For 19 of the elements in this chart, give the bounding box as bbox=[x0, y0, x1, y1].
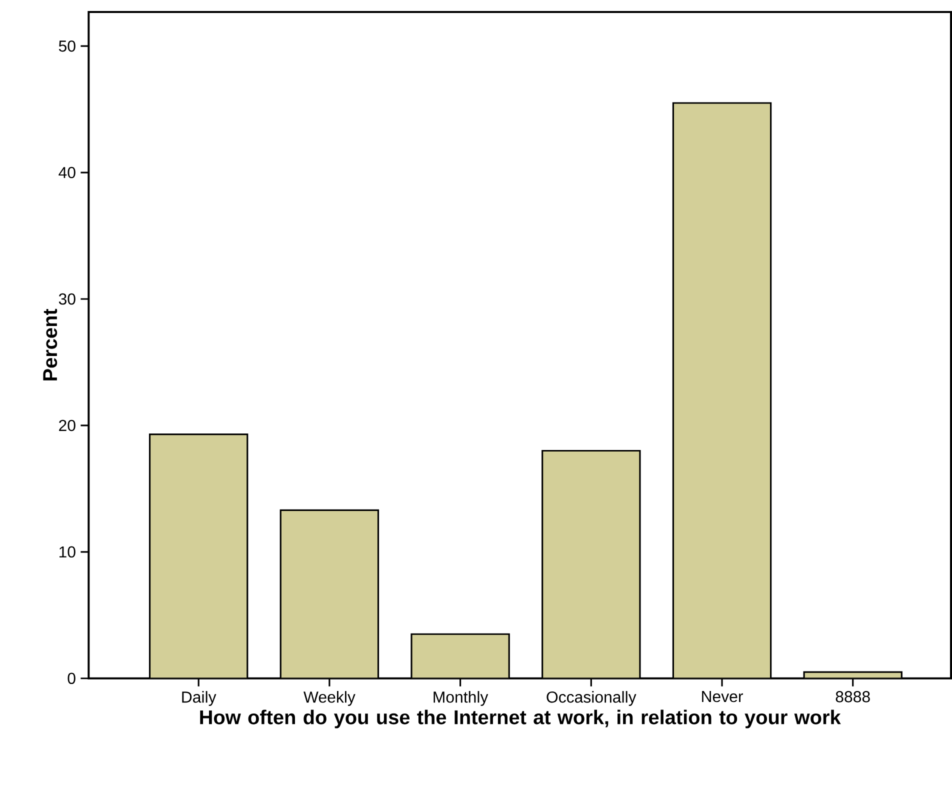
y-tick-label: 30 bbox=[58, 293, 76, 305]
y-tick-label: 10 bbox=[59, 546, 76, 558]
x-axis-title: How often do you use the Internet at work, in relation to your work bbox=[200, 710, 841, 728]
x-tick-label: Never bbox=[702, 691, 743, 702]
y-axis-title: Percent bbox=[43, 308, 58, 380]
bar bbox=[411, 634, 510, 678]
x-tick-label: Weekly bbox=[304, 691, 356, 706]
y-tick-label: 40 bbox=[58, 166, 76, 178]
x-tick-label: Monthly bbox=[434, 691, 488, 706]
y-tick-label: 0 bbox=[68, 672, 76, 684]
x-tick-label: 8888 bbox=[836, 691, 870, 702]
y-tick-label: 50 bbox=[58, 40, 76, 52]
y-tick-label: 20 bbox=[59, 420, 76, 432]
bar bbox=[673, 103, 771, 678]
x-tick-label: Occasionally bbox=[546, 691, 636, 706]
bar bbox=[280, 510, 378, 678]
bar bbox=[150, 434, 248, 678]
bar bbox=[542, 450, 640, 678]
x-tick-label: Daily bbox=[182, 691, 216, 706]
